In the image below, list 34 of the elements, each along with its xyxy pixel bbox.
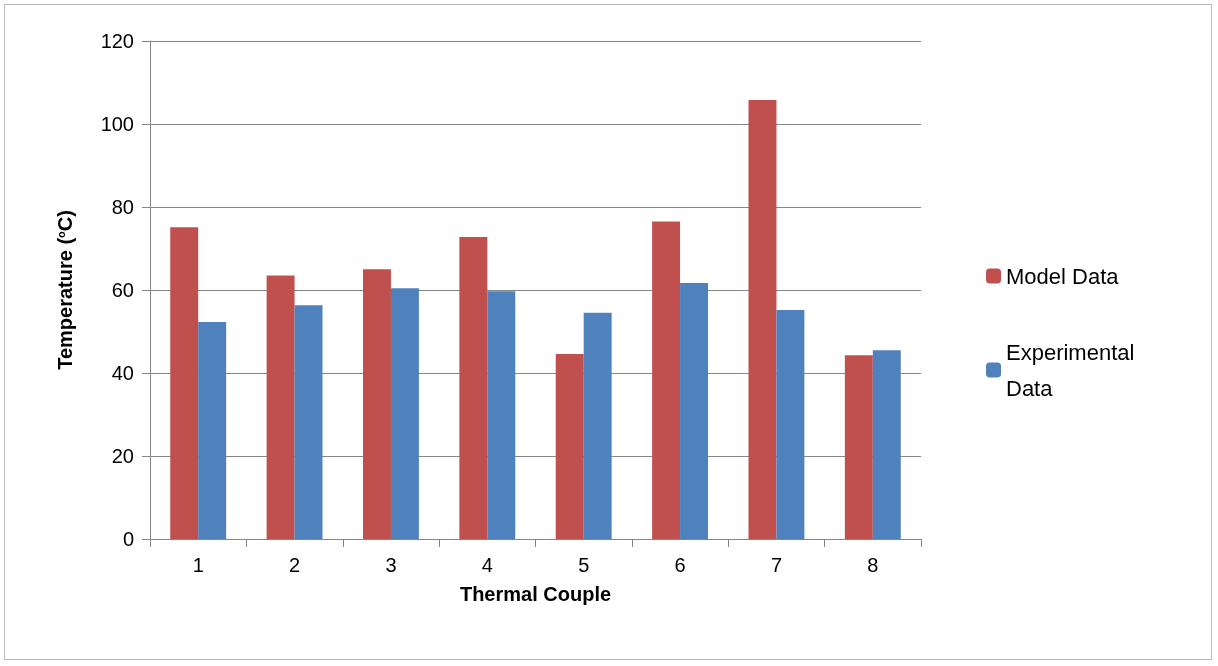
x-axis-title: Thermal Couple — [459, 583, 612, 605]
y-tick-label: 0 — [122, 528, 134, 550]
x-tick-label: 2 — [289, 554, 301, 576]
y-tick-label: 120 — [100, 30, 134, 52]
y-tick-label: 20 — [111, 445, 134, 467]
legend-label: Model Data — [1006, 263, 1120, 289]
x-tick-label: 1 — [192, 554, 204, 576]
bar — [872, 350, 901, 539]
bar — [680, 282, 709, 539]
bar — [459, 236, 488, 539]
y-tick-label: 80 — [111, 196, 134, 218]
bar — [266, 275, 295, 539]
bar — [844, 355, 873, 539]
y-tick-label: 40 — [111, 362, 134, 384]
bar — [362, 269, 391, 539]
x-tick-label: 7 — [770, 554, 782, 576]
bar — [198, 321, 227, 539]
x-tick-label: 3 — [385, 554, 397, 576]
bar — [170, 227, 199, 539]
x-tick-label: 5 — [578, 554, 590, 576]
bar — [776, 309, 805, 539]
y-tick-label: 100 — [100, 113, 134, 135]
x-tick-label: 8 — [867, 554, 879, 576]
bar — [487, 291, 516, 539]
bar — [294, 305, 323, 539]
x-tick-label: 6 — [674, 554, 686, 576]
bar — [748, 99, 777, 539]
bar — [390, 288, 419, 539]
bar — [555, 353, 584, 539]
y-tick-label: 60 — [111, 279, 134, 301]
legend-label: Experimental Data — [1006, 339, 1141, 401]
bar — [652, 221, 681, 539]
bar — [583, 312, 612, 539]
x-tick-label: 4 — [481, 554, 493, 576]
